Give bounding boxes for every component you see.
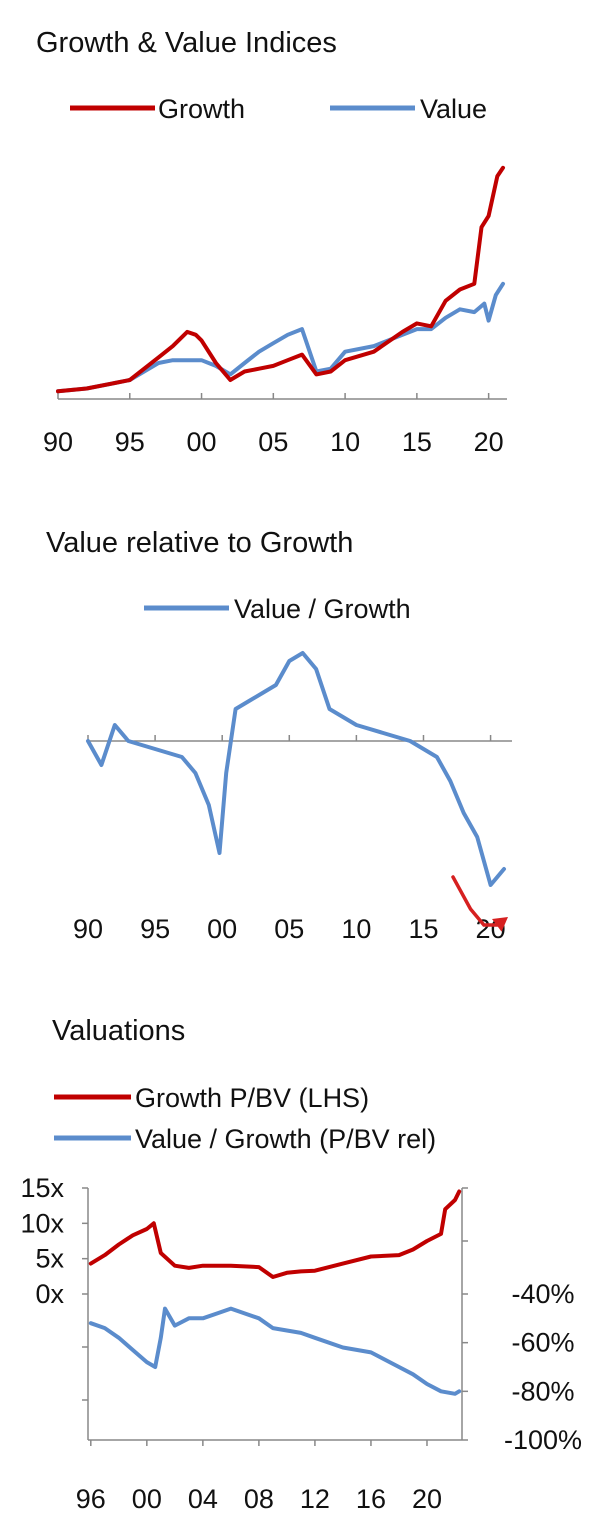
x-tick-label: 00 — [207, 914, 237, 944]
chart-title: Growth & Value Indices — [36, 27, 337, 59]
x-tick-label: 15 — [408, 914, 438, 944]
series-line-growth — [56, 165, 505, 394]
left-tick-label: 5x — [35, 1244, 64, 1274]
x-tick-label: 12 — [300, 1484, 330, 1514]
x-tick-label: 90 — [43, 427, 73, 457]
growth-value-indices-chart: Growth & Value Indices Growth Value 90 95 00 0… — [36, 27, 507, 457]
legend-label-value: Value — [420, 94, 487, 124]
right-tick-label: -60% — [511, 1328, 574, 1358]
left-tick-label: 10x — [20, 1208, 64, 1238]
chart-title: Valuations — [52, 1015, 185, 1047]
right-tick-label: -80% — [511, 1376, 574, 1406]
series-line-value-growth-pbv-rel — [88, 1306, 462, 1396]
x-tick-label: 00 — [132, 1484, 162, 1514]
right-tick-label: -100% — [504, 1425, 582, 1455]
x-tick-label: 10 — [341, 914, 371, 944]
x-tick-label: 20 — [474, 427, 504, 457]
x-tick-label: 95 — [140, 914, 170, 944]
x-tick-label: 08 — [244, 1484, 274, 1514]
legend-label-growth-pbv: Growth P/BV (LHS) — [135, 1083, 369, 1113]
value-relative-to-growth-chart: Value relative to Growth Value / Growth 90… — [46, 527, 512, 944]
x-tick-label: 96 — [76, 1484, 106, 1514]
x-tick-label: 10 — [330, 427, 360, 457]
valuations-chart: Valuations Growth P/BV (LHS) Value / Growt… — [20, 1015, 582, 1514]
x-tick-label: 90 — [73, 914, 103, 944]
left-tick-label: 0x — [35, 1279, 64, 1309]
series-line-value — [56, 281, 505, 394]
chart-title: Value relative to Growth — [46, 527, 353, 559]
trend-arrow-head — [492, 917, 508, 932]
x-tick-label: 16 — [356, 1484, 386, 1514]
x-tick-label: 20 — [412, 1484, 442, 1514]
legend-label-value-growth-pbv-rel: Value / Growth (P/BV rel) — [135, 1124, 436, 1154]
legend-label-growth: Growth — [158, 94, 245, 124]
x-tick-label: 00 — [187, 427, 217, 457]
x-tick-label: 05 — [274, 914, 304, 944]
x-tick-label: 05 — [258, 427, 288, 457]
trend-arrow-shaft — [451, 875, 500, 927]
series-line-growth-pbv — [88, 1189, 462, 1279]
series-line-value-growth — [86, 651, 506, 887]
left-tick-label: 15x — [20, 1173, 64, 1203]
right-tick-label: -40% — [511, 1279, 574, 1309]
x-tick-label: 04 — [188, 1484, 218, 1514]
x-tick-label: 95 — [115, 427, 145, 457]
x-tick-label: 15 — [402, 427, 432, 457]
legend-label-value-growth: Value / Growth — [234, 594, 411, 624]
